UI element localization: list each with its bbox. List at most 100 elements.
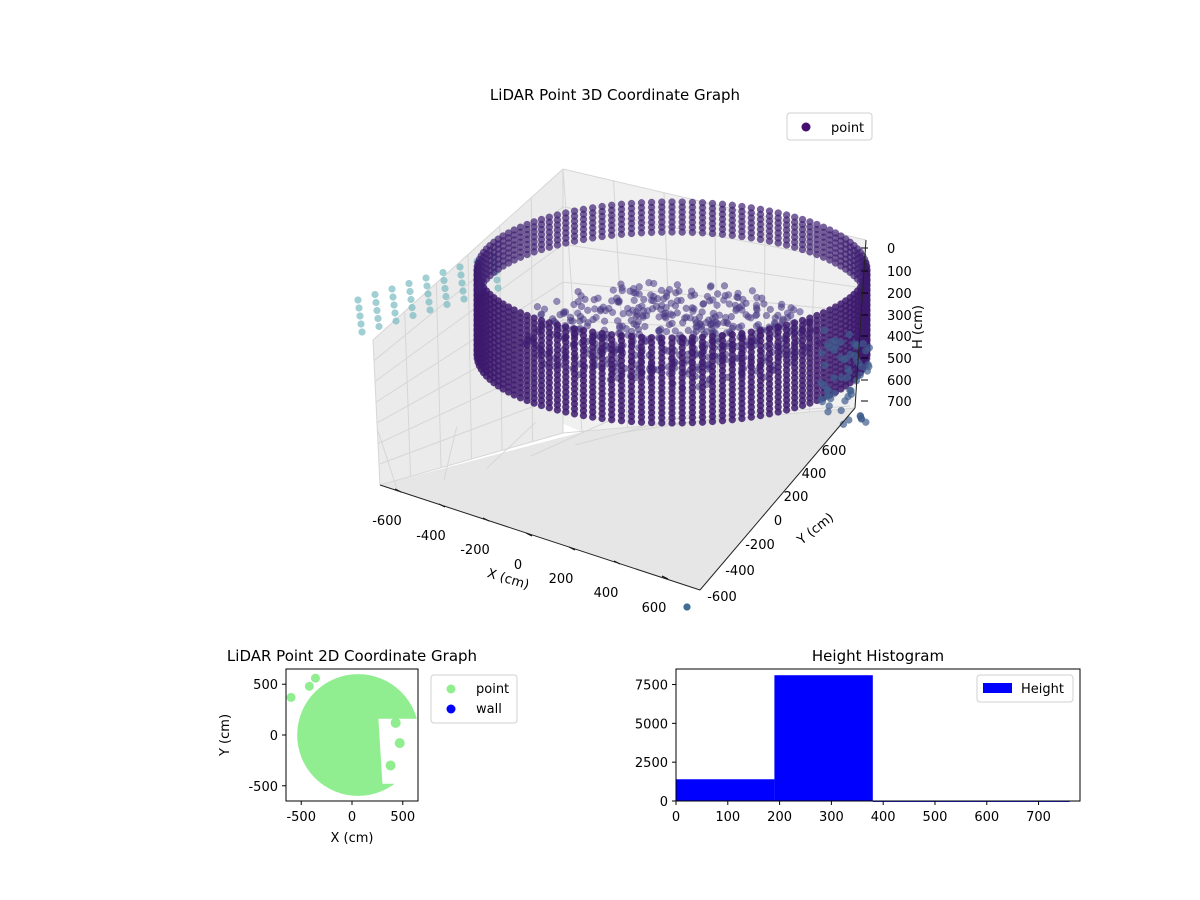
- x-tick-label-3d: 600: [642, 601, 667, 616]
- point-3d: [577, 302, 586, 311]
- point-3d: [617, 280, 625, 288]
- point-3d: [641, 322, 649, 331]
- point-3d: [613, 294, 621, 302]
- point-3d: [756, 411, 765, 420]
- point-3d: [409, 311, 417, 320]
- point-3d: [624, 304, 632, 313]
- point-3d: [657, 286, 666, 295]
- z-axis-label-3d: H (cm): [911, 305, 926, 349]
- point-3d: [702, 328, 711, 336]
- ticks-2d: -500 0 500 -500 0 500: [248, 678, 415, 825]
- point-3d: [665, 285, 674, 294]
- scatter-2d-points: [286, 673, 418, 796]
- x-tick-label-hist: 700: [1026, 810, 1051, 825]
- point-3d: [601, 306, 610, 315]
- point-3d: [689, 307, 697, 315]
- histogram-bars: [676, 675, 1080, 802]
- point-3d: [540, 305, 549, 313]
- chart-2d-title: LiDAR Point 2D Coordinate Graph: [227, 647, 477, 665]
- point-3d: [747, 413, 756, 421]
- point-3d: [391, 309, 399, 317]
- legend-2d: point wall: [430, 674, 518, 724]
- point-3d: [510, 391, 518, 399]
- point-3d: [708, 417, 717, 426]
- point-3d: [545, 243, 554, 251]
- y-tick-label-3d: 0: [774, 514, 782, 529]
- z-tick-label-3d: 300: [887, 309, 912, 324]
- point-3d: [618, 286, 626, 295]
- point-3d: [756, 235, 765, 244]
- point-3d: [598, 232, 606, 241]
- point-3d: [516, 253, 525, 261]
- legend-2d-wall-marker: [446, 704, 456, 714]
- point-3d: [844, 365, 852, 373]
- plot-2d: LiDAR Point 2D Coordinate Graph -500 0 500…: [218, 647, 518, 846]
- point-3d: [570, 237, 579, 245]
- x-tick-3d: [661, 575, 669, 580]
- grid-line: [377, 430, 399, 493]
- legend-3d: point: [786, 112, 873, 141]
- point-3d: [861, 347, 870, 355]
- point-3d: [440, 276, 448, 285]
- point-3d: [712, 318, 720, 326]
- chart-3d-title: LiDAR Point 3D Coordinate Graph: [490, 86, 740, 104]
- point-3d: [627, 417, 636, 426]
- x-axis-label-2d: X (cm): [331, 831, 374, 846]
- point-3d: [561, 308, 570, 316]
- legend-hist-box: [976, 674, 1074, 703]
- point-3d: [806, 248, 814, 256]
- point-3d: [426, 306, 434, 314]
- point-3d: [774, 239, 782, 247]
- point-3d: [354, 296, 362, 304]
- point-3d: [372, 298, 380, 307]
- point-3d: [388, 285, 396, 293]
- point-3d: [600, 317, 609, 325]
- point-3d: [523, 250, 531, 259]
- point-3d: [724, 291, 733, 299]
- point-3d: [530, 399, 538, 407]
- point-3d: [782, 406, 791, 414]
- point-3d: [441, 284, 449, 293]
- point-3d: [715, 311, 724, 319]
- point-3d: [562, 408, 570, 416]
- point-3d: [682, 304, 690, 312]
- x-tick-label-hist: 400: [871, 810, 896, 825]
- grid-line: [530, 418, 615, 457]
- point-3d: [637, 418, 646, 426]
- z-tick-label-3d: 600: [887, 374, 912, 389]
- point-3d: [456, 263, 464, 271]
- point-2d: [394, 738, 405, 749]
- point-3d: [859, 339, 868, 348]
- point-3d: [566, 317, 575, 325]
- point-3d: [688, 228, 697, 237]
- point-3d: [692, 323, 700, 331]
- point-3d: [439, 268, 447, 277]
- y-axis-line-3d: [699, 407, 856, 591]
- point-3d: [457, 271, 465, 279]
- point-3d: [708, 229, 717, 238]
- point-3d: [682, 313, 691, 321]
- point-3d: [617, 230, 626, 239]
- point-3d: [845, 330, 853, 339]
- point-3d: [798, 401, 807, 410]
- point-3d: [678, 419, 686, 427]
- x-tick-label-hist: 200: [767, 810, 792, 825]
- point-2d: [385, 760, 396, 771]
- point-3d: [753, 293, 761, 302]
- point-3d: [622, 325, 630, 333]
- point-3d: [765, 410, 774, 418]
- point-3d: [406, 287, 414, 296]
- point-3d: [424, 290, 432, 298]
- point-3d: [474, 344, 482, 352]
- point-3d: [842, 354, 851, 363]
- x-tick-label-hist: 600: [974, 810, 999, 825]
- point-3d: [817, 379, 825, 387]
- x-tick-label-hist: 300: [819, 810, 844, 825]
- point-3d: [762, 311, 771, 320]
- point-3d: [373, 306, 381, 315]
- point-3d: [728, 231, 737, 240]
- point-3d: [516, 394, 525, 402]
- point-3d: [375, 322, 383, 331]
- grid-line: [372, 339, 381, 486]
- point-3d: [766, 305, 774, 314]
